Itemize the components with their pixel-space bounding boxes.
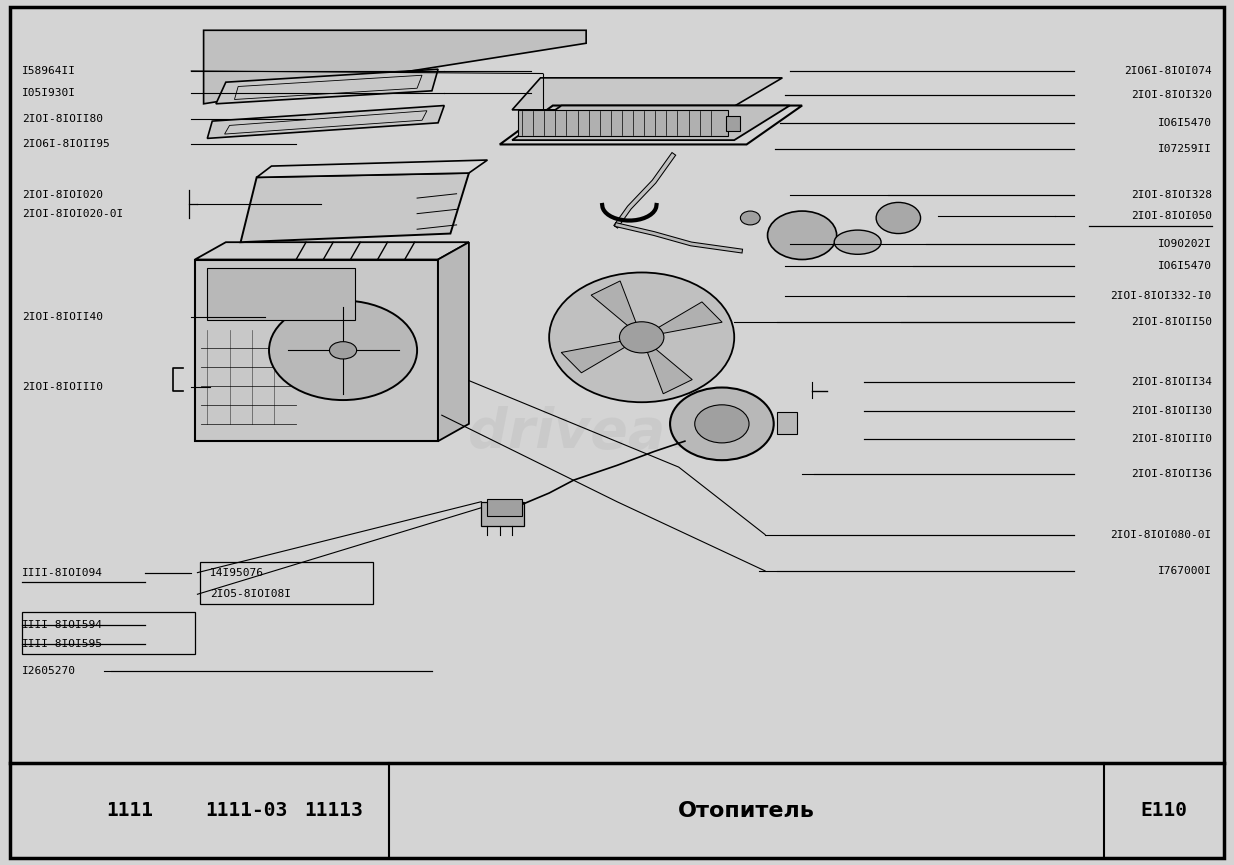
- Polygon shape: [518, 110, 728, 136]
- Circle shape: [670, 388, 774, 460]
- Text: IIII-8IOI595: IIII-8IOI595: [22, 638, 104, 649]
- Text: 1111: 1111: [106, 801, 153, 820]
- Polygon shape: [195, 260, 438, 441]
- Text: IIII-8IOI094: IIII-8IOI094: [22, 567, 104, 578]
- Circle shape: [876, 202, 921, 234]
- Text: 2IOI-8IOI020-0I: 2IOI-8IOI020-0I: [22, 208, 123, 219]
- Polygon shape: [512, 78, 782, 110]
- Text: 2IOI-8IOII40: 2IOI-8IOII40: [22, 312, 104, 323]
- Polygon shape: [195, 242, 469, 260]
- Circle shape: [619, 322, 664, 353]
- Polygon shape: [642, 302, 722, 337]
- Polygon shape: [204, 30, 586, 104]
- Text: 2IOI-8IOIII0: 2IOI-8IOIII0: [1130, 434, 1212, 445]
- Text: IIII-8IOI594: IIII-8IOI594: [22, 619, 104, 630]
- Text: E110: E110: [1140, 801, 1187, 820]
- Text: I05I930I: I05I930I: [22, 87, 77, 98]
- Polygon shape: [512, 106, 790, 140]
- Ellipse shape: [329, 342, 357, 359]
- Text: 2IO6I-8IOI074: 2IO6I-8IOI074: [1124, 66, 1212, 76]
- Bar: [726, 116, 740, 131]
- Text: I4I95076: I4I95076: [210, 567, 264, 578]
- Text: 2IOI-8IOI320: 2IOI-8IOI320: [1130, 90, 1212, 100]
- Polygon shape: [591, 281, 642, 337]
- Text: 2IO5-8IOI08I: 2IO5-8IOI08I: [210, 589, 291, 599]
- Text: 2IOI-8IOI050: 2IOI-8IOI050: [1130, 211, 1212, 221]
- Text: 2IO6I-8IOII95: 2IO6I-8IOII95: [22, 139, 110, 150]
- Text: 2IOI-8IOII36: 2IOI-8IOII36: [1130, 469, 1212, 479]
- Text: Отопитель: Отопитель: [679, 800, 814, 821]
- Bar: [777, 412, 797, 434]
- Circle shape: [740, 211, 760, 225]
- Text: driveavto: driveavto: [468, 406, 766, 459]
- Text: I2605270: I2605270: [22, 666, 77, 676]
- Text: 2IOI-8IOII34: 2IOI-8IOII34: [1130, 377, 1212, 388]
- Text: I07259II: I07259II: [1157, 144, 1212, 154]
- Ellipse shape: [269, 301, 417, 400]
- Circle shape: [549, 272, 734, 402]
- Polygon shape: [257, 160, 487, 177]
- Text: 2IOI-8IOI328: 2IOI-8IOI328: [1130, 189, 1212, 200]
- Text: 2IOI-8IOI020: 2IOI-8IOI020: [22, 189, 104, 200]
- Text: 2IOI-8IOI332-I0: 2IOI-8IOI332-I0: [1111, 291, 1212, 301]
- Polygon shape: [216, 69, 438, 104]
- Text: 2IOI-8IOII50: 2IOI-8IOII50: [1130, 317, 1212, 327]
- Bar: [207, 268, 355, 320]
- Text: 11113: 11113: [304, 801, 363, 820]
- Bar: [200, 562, 373, 604]
- Bar: [22, 612, 195, 654]
- Circle shape: [695, 405, 749, 443]
- Text: 2IOI-8IOI080-0I: 2IOI-8IOI080-0I: [1111, 529, 1212, 540]
- Circle shape: [768, 211, 837, 260]
- Bar: [481, 502, 524, 526]
- Polygon shape: [561, 337, 642, 373]
- Polygon shape: [438, 242, 469, 441]
- Text: 2IOI-8IOII80: 2IOI-8IOII80: [22, 114, 104, 125]
- Polygon shape: [241, 173, 469, 242]
- Text: 2IOI-8IOIII0: 2IOI-8IOIII0: [22, 381, 104, 392]
- Text: IO6I5470: IO6I5470: [1157, 118, 1212, 128]
- Polygon shape: [642, 337, 692, 394]
- Text: IO6I5470: IO6I5470: [1157, 261, 1212, 272]
- Bar: [487, 499, 522, 516]
- Text: I767000I: I767000I: [1157, 566, 1212, 576]
- Text: I58964II: I58964II: [22, 66, 77, 76]
- Text: 1111-03: 1111-03: [206, 801, 288, 820]
- Text: 2IOI-8IOII30: 2IOI-8IOII30: [1130, 406, 1212, 416]
- Polygon shape: [207, 106, 444, 138]
- Ellipse shape: [834, 230, 881, 254]
- Text: IO90202I: IO90202I: [1157, 239, 1212, 249]
